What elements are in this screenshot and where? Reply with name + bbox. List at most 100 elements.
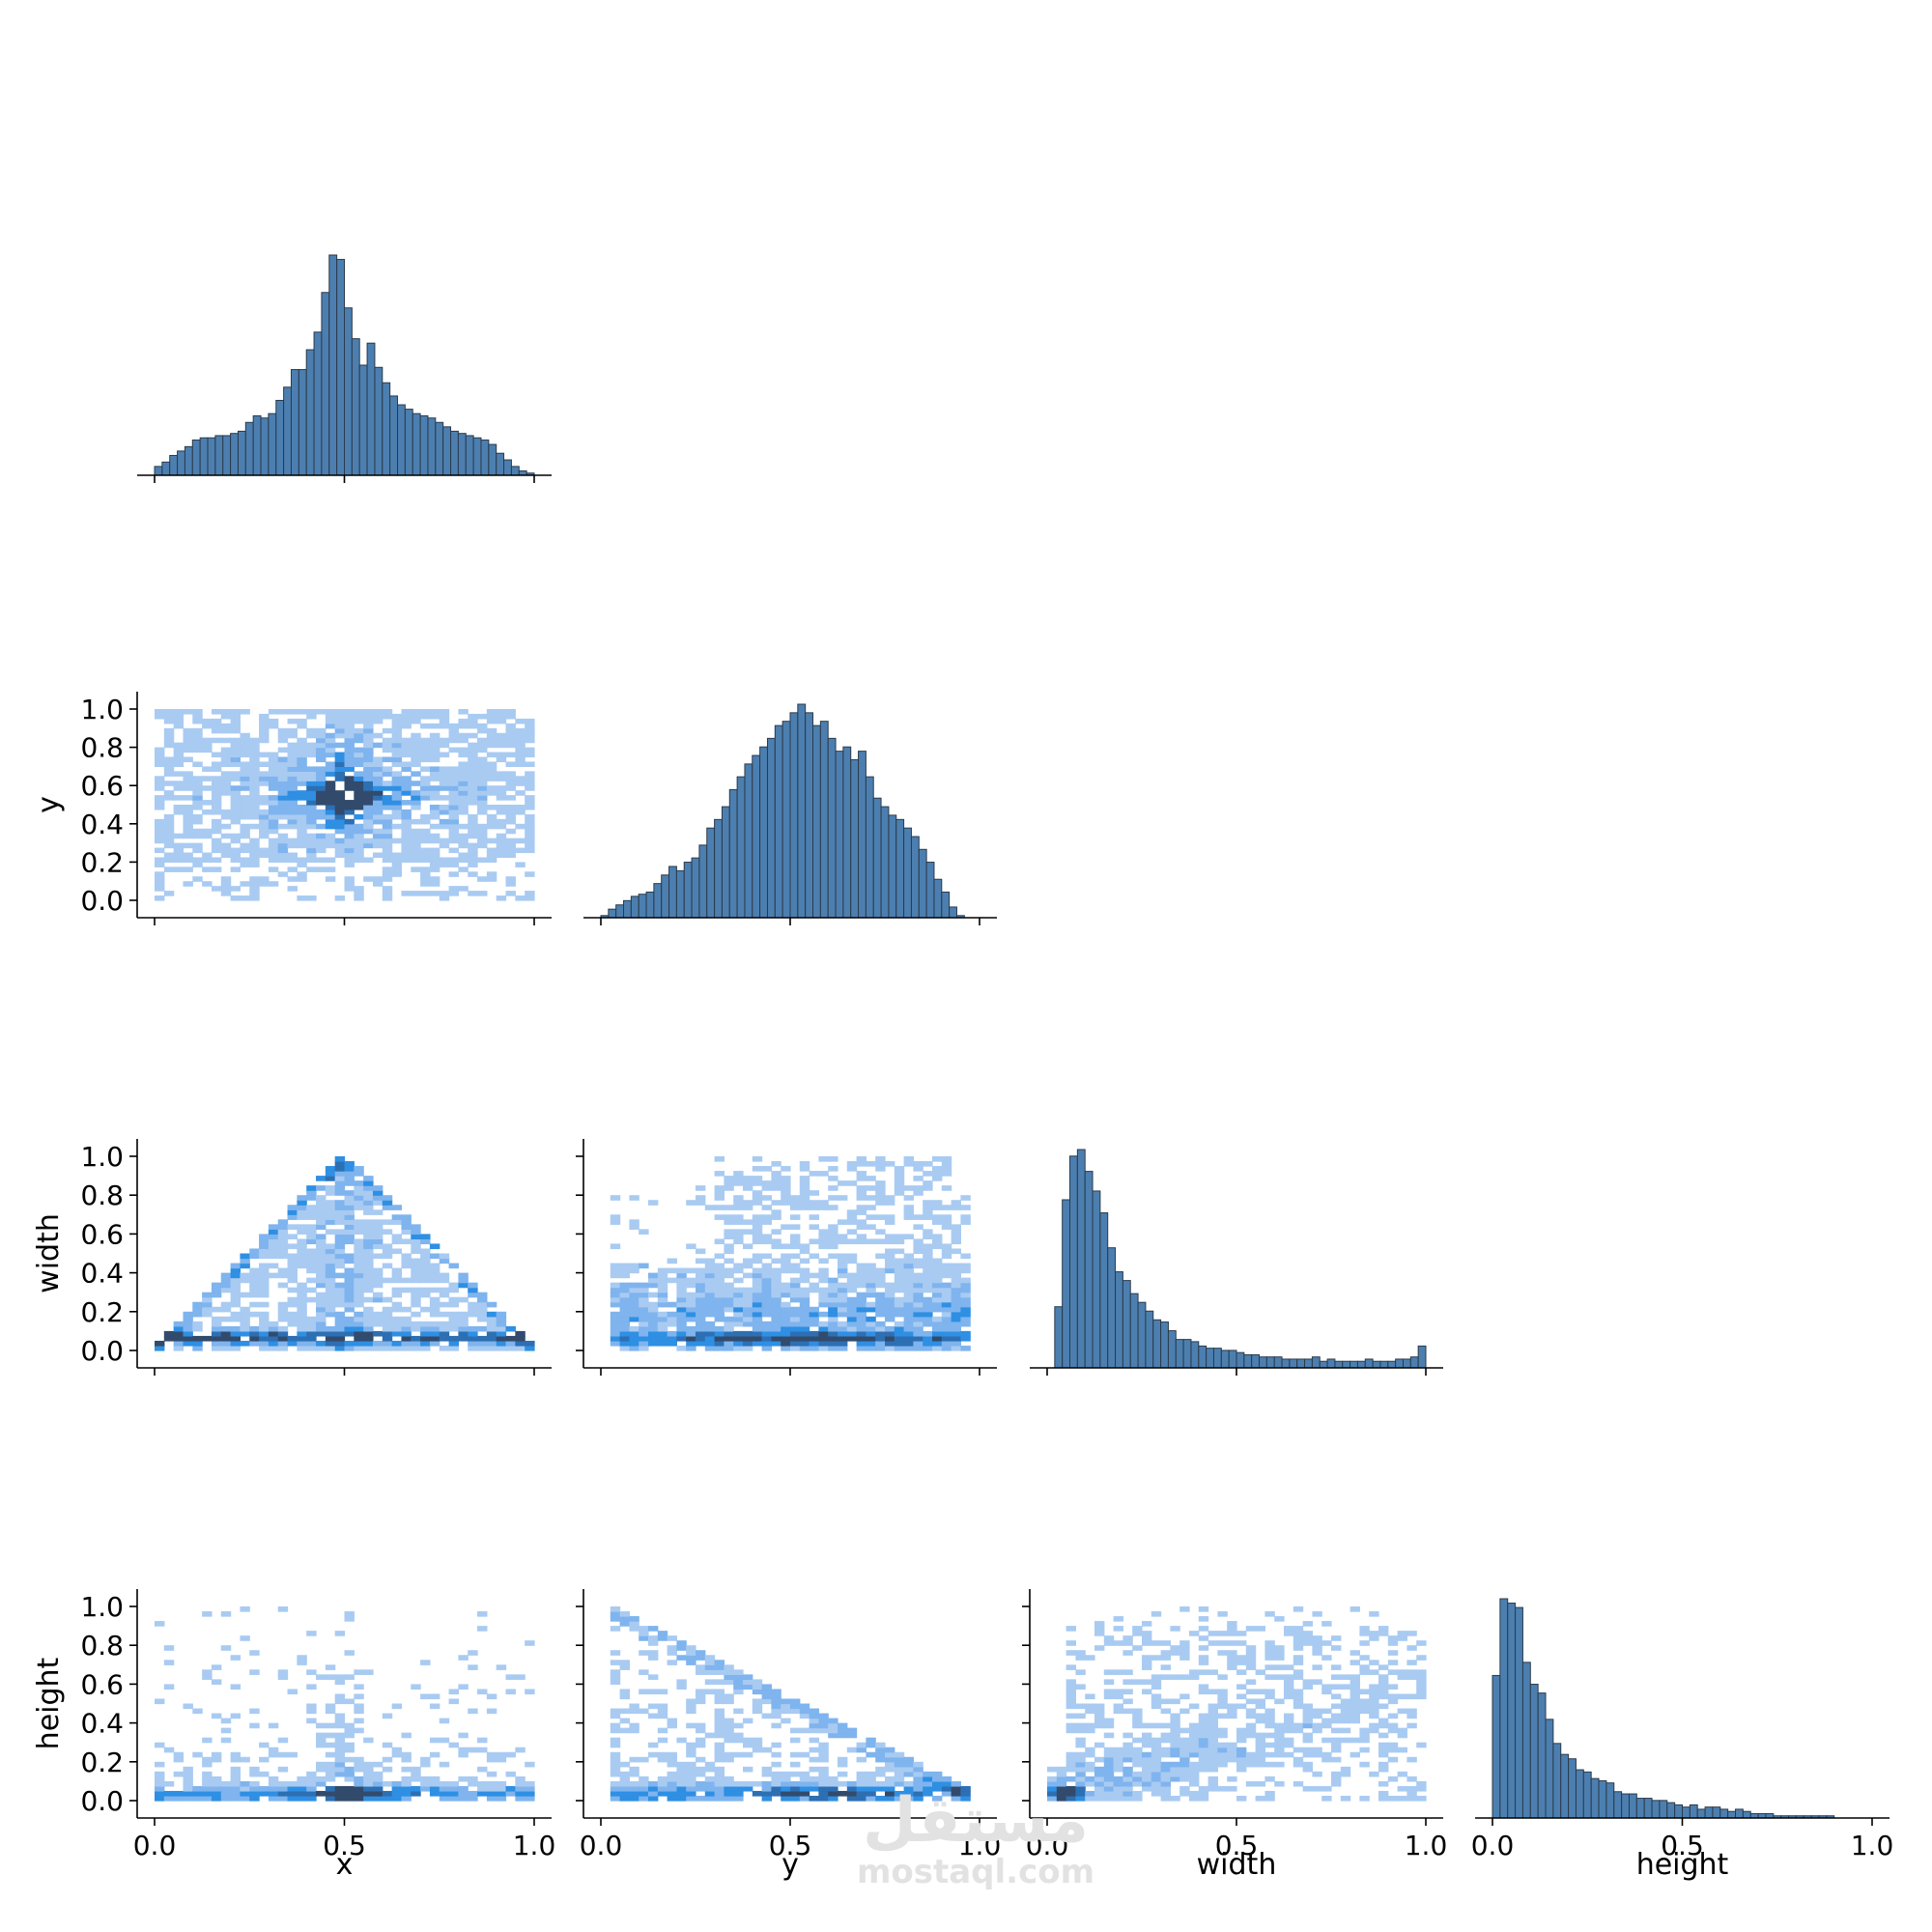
heatmap-cell	[477, 1780, 488, 1787]
heatmap-cell	[363, 838, 374, 844]
heatmap-cell	[923, 1790, 933, 1797]
heatmap-cell	[799, 1272, 810, 1279]
heatmap-cell	[1094, 1645, 1105, 1651]
heatmap-cell	[951, 1316, 961, 1322]
heatmap-cell	[960, 1253, 971, 1260]
heatmap-cell	[761, 1272, 772, 1279]
heatmap-cell	[325, 842, 336, 849]
heatmap-cell	[344, 1747, 355, 1753]
heatmap-cell	[828, 1718, 838, 1724]
heatmap-cell	[1113, 1703, 1123, 1710]
heatmap-cell	[259, 713, 270, 720]
heatmap-cell	[923, 1277, 933, 1284]
heatmap-cell	[344, 1771, 355, 1777]
heatmap-cell	[743, 1345, 753, 1351]
heatmap-cell	[1094, 1795, 1105, 1802]
heatmap-cell	[1065, 1761, 1076, 1768]
heatmap-cell	[1406, 1669, 1417, 1675]
heatmap-cell	[477, 842, 488, 849]
heatmap-cell	[846, 1296, 858, 1303]
heatmap-cell	[429, 823, 440, 830]
heatmap-cell	[752, 1282, 763, 1289]
heatmap-cell	[1312, 1611, 1322, 1617]
heatmap-cell	[913, 1263, 923, 1269]
heatmap-cell	[951, 1234, 961, 1240]
heatmap-cell	[667, 1335, 677, 1342]
heatmap-cell	[866, 1795, 876, 1802]
heatmap-cell	[486, 823, 497, 830]
histogram-bar	[1643, 1798, 1653, 1819]
heatmap-cell	[648, 1795, 659, 1802]
heatmap-cell	[486, 709, 497, 715]
heatmap-cell	[696, 1669, 706, 1675]
heatmap-cell	[448, 732, 459, 739]
heatmap-cell	[334, 1795, 346, 1802]
heatmap-cell	[316, 1219, 327, 1225]
heatmap-cell	[411, 1345, 421, 1351]
heatmap-cell	[903, 1761, 914, 1768]
heatmap-cell	[913, 1780, 923, 1787]
heatmap-cell	[306, 713, 317, 720]
histogram-bar	[835, 751, 844, 919]
heatmap-cell	[411, 718, 421, 724]
heatmap-cell	[344, 886, 355, 892]
heatmap-cell	[334, 813, 346, 820]
heatmap-cell	[155, 1340, 165, 1347]
heatmap-cell	[477, 1325, 488, 1332]
panel-y-height-x-tick-label: 1.0	[958, 1830, 1002, 1861]
heatmap-cell	[875, 1301, 886, 1308]
heatmap-cell	[344, 1205, 355, 1210]
heatmap-cell	[344, 766, 355, 772]
heatmap-cell	[1085, 1747, 1095, 1753]
heatmap-cell	[1255, 1751, 1265, 1758]
heatmap-cell	[220, 723, 232, 729]
heatmap-cell	[733, 1205, 744, 1210]
heatmap-cell	[372, 1771, 384, 1777]
heatmap-cell	[334, 1176, 346, 1181]
heatmap-cell	[913, 1316, 923, 1322]
heatmap-cell	[344, 833, 355, 839]
heatmap-cell	[1331, 1756, 1342, 1763]
heatmap-cell	[211, 752, 222, 758]
heatmap-cell	[1359, 1689, 1370, 1695]
heatmap-cell	[363, 776, 374, 781]
heatmap-cell	[1264, 1650, 1275, 1656]
heatmap-cell	[667, 1718, 677, 1724]
heatmap-cell	[1321, 1640, 1332, 1646]
heatmap-cell	[268, 805, 279, 810]
heatmap-cell	[220, 833, 232, 839]
heatmap-cell	[344, 1161, 355, 1167]
heatmap-cell	[781, 1785, 791, 1792]
heatmap-cell	[1331, 1737, 1342, 1744]
heatmap-cell	[781, 1267, 791, 1274]
heatmap-cell	[1245, 1655, 1257, 1661]
panel-x-y-y-tick-label: 0.8	[80, 732, 124, 764]
heatmap-cell	[401, 1776, 412, 1782]
heatmap-cell	[667, 1277, 677, 1284]
histogram-bar	[918, 848, 927, 919]
heatmap-cell	[761, 1180, 772, 1186]
heatmap-cell	[382, 833, 393, 839]
heatmap-cell	[696, 1185, 706, 1191]
heatmap-cell	[1227, 1664, 1237, 1670]
heatmap-cell	[363, 1771, 374, 1777]
heatmap-cell	[163, 1747, 175, 1753]
heatmap-cell	[259, 1340, 270, 1347]
heatmap-cell	[240, 1253, 250, 1260]
heatmap-cell	[458, 771, 469, 777]
heatmap-cell	[230, 1751, 242, 1758]
heatmap-cell	[809, 1785, 819, 1792]
heatmap-cell	[866, 1335, 876, 1342]
heatmap-cell	[325, 800, 336, 806]
heatmap-cell	[1198, 1645, 1209, 1651]
heatmap-cell	[411, 781, 421, 786]
heatmap-cell	[401, 1253, 412, 1260]
heatmap-cell	[354, 1669, 364, 1675]
heatmap-cell	[781, 1195, 791, 1201]
heatmap-cell	[913, 1258, 923, 1264]
heatmap-cell	[913, 1771, 923, 1777]
histogram-bar	[275, 399, 285, 476]
heatmap-cell	[259, 1253, 270, 1260]
heatmap-cell	[696, 1727, 706, 1734]
heatmap-cell	[372, 1780, 384, 1787]
